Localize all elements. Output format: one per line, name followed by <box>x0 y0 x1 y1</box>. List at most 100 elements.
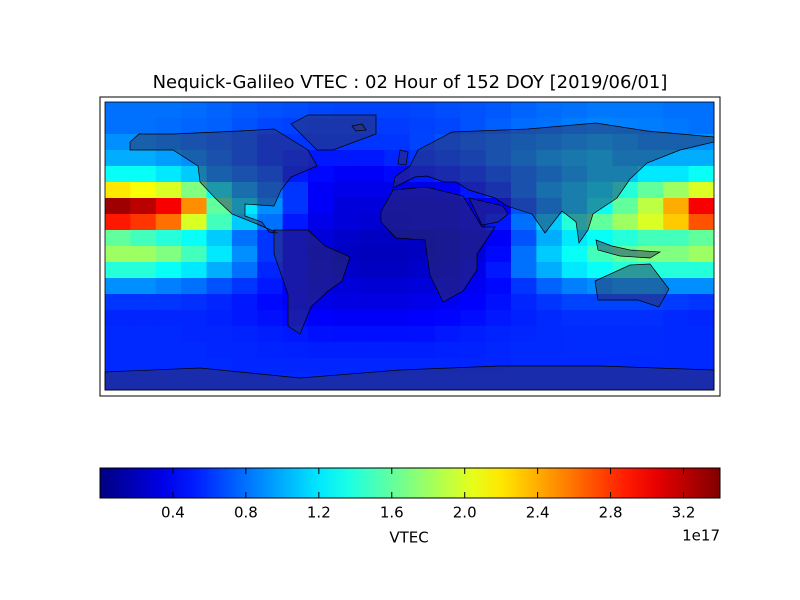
heat-cell <box>257 294 284 311</box>
colorbar-tick-label: 0.8 <box>234 504 258 522</box>
heat-cell <box>612 310 639 327</box>
land <box>392 122 715 244</box>
heat-cell <box>485 342 512 359</box>
heat-cell <box>485 230 512 247</box>
heat-cell <box>358 262 385 279</box>
heat-cell <box>130 198 157 215</box>
heat-cell <box>460 326 487 343</box>
colorbar-offset: 1e17 <box>682 527 720 545</box>
heat-cell <box>561 102 588 119</box>
heat-cell <box>637 166 664 183</box>
heat-cell <box>358 326 385 343</box>
colorbar-tick-label: 2.4 <box>526 504 550 522</box>
heat-cell <box>105 166 131 183</box>
heat-cell <box>282 198 309 215</box>
heat-cell <box>384 294 410 311</box>
heat-cell <box>663 262 690 279</box>
heat-cell <box>358 150 385 167</box>
heat-cell <box>333 326 360 343</box>
heat-cell <box>637 182 664 199</box>
heat-cell <box>384 102 410 119</box>
heat-cell <box>688 230 715 247</box>
land <box>397 149 409 166</box>
heat-cell <box>105 150 131 167</box>
heat-cell <box>688 294 715 311</box>
heat-cell <box>384 326 410 343</box>
heat-cell <box>130 262 157 279</box>
heat-cell <box>637 198 664 215</box>
heat-cell <box>663 182 690 199</box>
heat-cell <box>333 230 360 247</box>
heat-cell <box>257 326 284 343</box>
heat-cell <box>333 150 360 167</box>
heat-cell <box>612 326 639 343</box>
heat-cell <box>105 198 131 215</box>
heat-cell <box>308 214 334 231</box>
land <box>594 263 670 308</box>
heat-cell <box>663 166 690 183</box>
heat-cell <box>384 310 410 327</box>
heat-cell <box>282 342 309 359</box>
heat-cell <box>384 262 410 279</box>
continents <box>104 114 715 391</box>
heat-cell <box>688 118 715 135</box>
heat-cell <box>663 246 690 263</box>
heat-cell <box>358 214 385 231</box>
heat-cell <box>561 262 588 279</box>
heat-cell <box>155 150 182 167</box>
heat-cell <box>536 294 563 311</box>
heat-cell <box>231 310 258 327</box>
heat-cell <box>155 326 182 343</box>
heat-cell <box>181 262 207 279</box>
heat-cell <box>181 182 207 199</box>
heat-cell <box>434 310 461 327</box>
heat-cell <box>181 230 207 247</box>
heat-cell <box>485 262 512 279</box>
heat-cell <box>130 214 157 231</box>
heat-cell <box>130 342 157 359</box>
heat-cell <box>384 118 410 135</box>
heat-cell <box>485 326 512 343</box>
heat-cell <box>409 310 436 327</box>
heat-cell <box>181 246 207 263</box>
heat-cell <box>688 102 715 119</box>
land <box>104 365 715 391</box>
heat-cell <box>688 278 715 295</box>
heat-cell <box>536 310 563 327</box>
heat-cell <box>181 102 207 119</box>
heat-cell <box>231 102 258 119</box>
heat-cell <box>663 278 690 295</box>
heat-cell <box>105 230 131 247</box>
heat-cell <box>333 198 360 215</box>
heat-cell <box>384 278 410 295</box>
heat-cell <box>561 246 588 263</box>
heat-cell <box>536 262 563 279</box>
heat-cell <box>105 310 131 327</box>
heat-cell <box>587 262 613 279</box>
heat-cell <box>612 214 639 231</box>
heat-cell <box>257 342 284 359</box>
heat-cell <box>536 246 563 263</box>
heat-cell <box>130 246 157 263</box>
heat-cell <box>485 294 512 311</box>
heat-cell <box>206 102 233 119</box>
heat-cell <box>358 166 385 183</box>
heat-cell <box>206 278 233 295</box>
heat-cell <box>257 102 284 119</box>
heat-cell <box>308 358 334 375</box>
heat-cell <box>155 294 182 311</box>
heat-cell <box>105 102 131 119</box>
heat-cell <box>105 342 131 359</box>
heat-cell <box>308 102 334 119</box>
heat-cell <box>358 342 385 359</box>
heat-cell <box>155 102 182 119</box>
heat-cell <box>384 342 410 359</box>
heat-cell <box>308 342 334 359</box>
heat-cell <box>155 310 182 327</box>
heat-cell <box>434 102 461 119</box>
heat-cell <box>181 118 207 135</box>
heat-cell <box>333 166 360 183</box>
heat-cell <box>511 294 537 311</box>
heat-cell <box>358 182 385 199</box>
